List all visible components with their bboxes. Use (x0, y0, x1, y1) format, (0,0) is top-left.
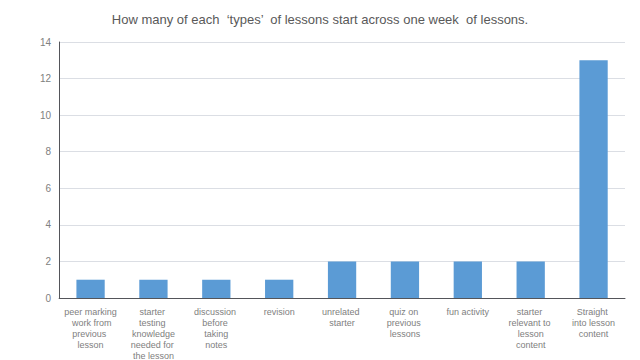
svg-text:revision: revision (264, 307, 295, 317)
svg-text:previous: previous (72, 329, 109, 339)
svg-text:unrelated: unrelated (322, 307, 362, 317)
svg-text:0: 0 (46, 293, 52, 304)
svg-text:10: 10 (40, 110, 52, 121)
svg-text:discussion: discussion (194, 307, 239, 317)
svg-text:content: content (579, 329, 609, 339)
svg-text:taking: taking (204, 329, 228, 339)
svg-text:Straight: Straight (577, 307, 611, 317)
svg-text:work from: work from (70, 318, 112, 328)
svg-text:needed for: needed for (131, 340, 177, 350)
svg-text:testing: testing (139, 318, 168, 328)
svg-text:fun activity: fun activity (447, 307, 490, 317)
svg-text:starter: starter (517, 307, 545, 317)
svg-text:8: 8 (46, 146, 52, 157)
svg-text:2: 2 (46, 256, 52, 267)
svg-text:the lesson: the lesson (133, 351, 174, 360)
svg-text:lesson: lesson (78, 340, 104, 350)
svg-text:starter: starter (329, 318, 355, 328)
svg-text:before: before (202, 318, 230, 328)
svg-text:knowledge: knowledge (132, 329, 175, 339)
svg-text:previous: previous (387, 318, 424, 328)
svg-text:starter: starter (139, 307, 167, 317)
svg-text:lesson: lesson (518, 329, 544, 339)
svg-text:How many of each ‘types’ of: How many of each ‘types’ of lessons star… (112, 12, 528, 27)
svg-text:14: 14 (40, 37, 52, 48)
svg-text:12: 12 (40, 73, 52, 84)
svg-text:quiz on: quiz on (389, 307, 421, 317)
svg-text:into lesson: into lesson (572, 318, 615, 328)
svg-text:notes: notes (205, 340, 228, 350)
svg-text:lessons: lessons (390, 329, 421, 339)
svg-text:content: content (516, 340, 546, 350)
svg-text:peer marking: peer marking (64, 307, 117, 317)
svg-text:4: 4 (46, 219, 52, 230)
svg-text:6: 6 (46, 183, 52, 194)
svg-text:relevant to: relevant to (508, 318, 553, 328)
